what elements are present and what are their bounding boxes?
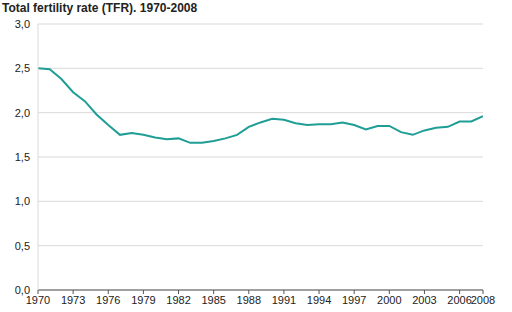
svg-text:2006: 2006 bbox=[447, 294, 471, 306]
svg-text:1991: 1991 bbox=[272, 294, 296, 306]
svg-text:1997: 1997 bbox=[342, 294, 366, 306]
svg-text:1988: 1988 bbox=[237, 294, 261, 306]
svg-text:1976: 1976 bbox=[96, 294, 120, 306]
svg-text:2003: 2003 bbox=[412, 294, 436, 306]
svg-text:1985: 1985 bbox=[201, 294, 225, 306]
svg-text:2000: 2000 bbox=[377, 294, 401, 306]
html-text:Total fertility rate (TFR). 19: Total fertility rate (TFR). 1970-2008 bbox=[2, 1, 198, 15]
svg-text:0,5: 0,5 bbox=[15, 240, 30, 252]
svg-text:2,0: 2,0 bbox=[15, 107, 30, 119]
svg-text:1970: 1970 bbox=[25, 293, 51, 306]
svg-text:1979: 1979 bbox=[131, 294, 155, 306]
svg-text:1982: 1982 bbox=[166, 294, 190, 306]
svg-text:1,5: 1,5 bbox=[15, 151, 30, 163]
svg-text:0,0: 0,0 bbox=[15, 284, 30, 296]
svg-text:1994: 1994 bbox=[307, 294, 331, 306]
svg-text:3,0: 3,0 bbox=[15, 18, 30, 30]
svg-text:1973: 1973 bbox=[61, 294, 85, 306]
svg-text:2,5: 2,5 bbox=[15, 62, 30, 74]
svg-text:1,0: 1,0 bbox=[15, 195, 30, 207]
svg-text:2008: 2008 bbox=[471, 294, 495, 306]
